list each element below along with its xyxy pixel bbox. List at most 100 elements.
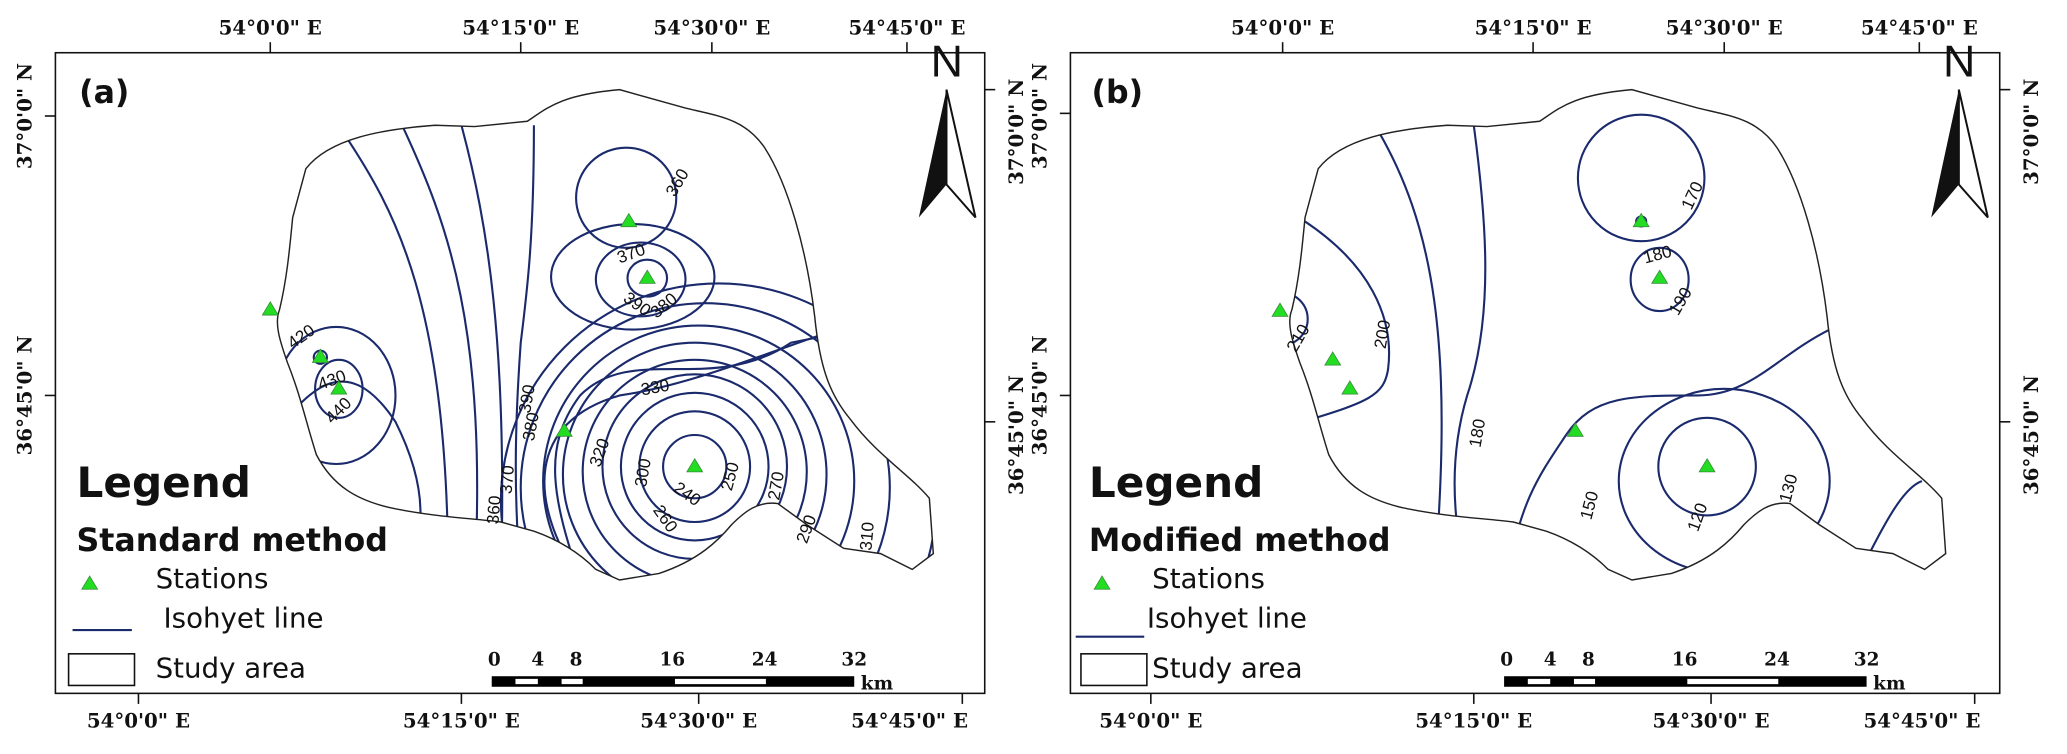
lat-label: 37°0'0" N [2019, 79, 2043, 185]
north-arrow: N [1931, 36, 1989, 219]
isohyet-label: 370 [614, 239, 648, 268]
label: 24 [1764, 650, 1790, 671]
station-marker [620, 212, 638, 228]
station-marker [1651, 269, 1669, 284]
station-marker [1271, 302, 1289, 317]
isohyet-label: 370 [496, 464, 518, 494]
north-arrow: N [918, 36, 977, 219]
isohyet-label: 240 [670, 477, 705, 510]
station-marker [1341, 380, 1359, 395]
north-label: N [931, 36, 963, 86]
legend-isohyet: Isohyet line [164, 601, 324, 634]
north-arrow-icon [918, 89, 947, 218]
label: 4 [1544, 650, 1557, 671]
legend: Legend Standard method Stations Isohyet … [67, 458, 388, 687]
lat-label: 37°0'0" N [1004, 79, 1028, 185]
isohyet-label: 210 [1282, 321, 1314, 356]
scale-bar: 0 4 8 16 24 32 km [488, 650, 894, 695]
label: km [861, 673, 894, 694]
lat-label: 36°45'0" N [13, 335, 37, 455]
station-marker [1566, 422, 1584, 437]
frame-ticks [44, 42, 996, 704]
stations [1271, 212, 1716, 473]
label: 0 [488, 650, 501, 671]
station-marker [638, 269, 656, 284]
isohyet-label: 320 [585, 436, 614, 470]
isohyet-label: 380 [518, 411, 543, 443]
panel-label: (b) [1092, 75, 1144, 111]
panel-a: 54°0'0" E 54°15'0" E 54°30'0" E 54°45'0"… [13, 15, 1028, 732]
legend-method: Standard method [77, 523, 388, 559]
legend-isohyet: Isohyet line [1147, 601, 1307, 634]
bottom-lon-label: 54°30'0" E [640, 709, 757, 733]
study-area-legend-icon [1080, 653, 1148, 687]
bottom-lon-label: 54°45'0" E [851, 709, 968, 733]
isohyet-label: 360 [482, 495, 504, 525]
isohyet-label: 360 [661, 165, 693, 200]
isohyet-label: 200 [1370, 318, 1395, 350]
bottom-lon-label: 54°15'0" E [1415, 709, 1532, 733]
bottom-lon-label: 54°15'0" E [403, 709, 520, 733]
bottom-lon-label: 54°0'0" E [87, 709, 190, 733]
label: 16 [1672, 650, 1698, 671]
frame-ticks [1059, 42, 2011, 704]
top-lon-label: 54°30'0" E [1666, 15, 1783, 39]
station-marker [686, 457, 704, 473]
station-marker [555, 422, 573, 437]
isohyet-label: 150 [1576, 489, 1603, 522]
isohyet-label: 260 [649, 501, 682, 536]
bottom-lon-label: 54°0'0" E [1099, 709, 1202, 733]
lat-label: 36°45'0" N [1028, 335, 1052, 455]
top-lon-label: 54°0'0" E [219, 15, 322, 39]
legend-study-area: Study area [1152, 652, 1302, 685]
station-marker [330, 380, 348, 395]
north-label: N [1943, 36, 1975, 86]
top-lon-label: 54°45'0" E [1861, 15, 1978, 39]
isohyet-label: 440 [321, 393, 355, 427]
north-arrow-icon [1931, 89, 1959, 218]
study-area-legend-icon [67, 653, 136, 687]
bottom-lon-label: 54°30'0" E [1653, 709, 1770, 733]
label: 32 [841, 650, 867, 671]
isohyet-label: 130 [1775, 472, 1802, 505]
station-marker [1632, 212, 1650, 228]
isohyet-label: 330 [639, 375, 671, 400]
label: 8 [1582, 650, 1595, 671]
lat-label: 36°45'0" N [1004, 375, 1028, 495]
legend-stations: Stations [1152, 562, 1265, 595]
isohyet-label: 270 [763, 470, 788, 502]
isohyet-label: 170 [1677, 178, 1707, 212]
isohyet-label: 250 [716, 460, 743, 493]
stations [261, 212, 704, 473]
study-area-boundary [1289, 88, 1947, 581]
label: km [1873, 673, 1906, 694]
label: 32 [1854, 650, 1880, 671]
isohyet-label: 120 [1683, 500, 1712, 534]
map-frame [1069, 51, 2001, 695]
top-lon-label: 54°30'0" E [653, 15, 770, 39]
isohyet-label: 190 [1664, 284, 1696, 319]
legend-title: Legend [1089, 458, 1263, 507]
station-marker [261, 301, 279, 316]
legend-study-area: Study area [156, 652, 306, 685]
isohyet-labels: 360 370 390 380 420 430 440 390 380 370 … [284, 165, 878, 551]
isohyet-label: 420 [284, 320, 319, 353]
station-legend-icon [81, 575, 99, 590]
map-frame [54, 51, 986, 695]
panel-b: 54°0'0" E 54°15'0" E 54°30'0" E 54°45'0"… [1028, 15, 2043, 732]
lat-label: 37°0'0" N [1028, 63, 1052, 169]
isohyet-label: 390 [514, 383, 539, 415]
legend: Legend Modified method Stations Isohyet … [1075, 458, 1390, 687]
label: 0 [1500, 650, 1513, 671]
isohyet-label: 300 [630, 457, 655, 489]
legend-stations: Stations [156, 562, 269, 595]
station-marker [311, 348, 329, 363]
top-lon-label: 54°15'0" E [462, 15, 579, 39]
panel-label: (a) [79, 75, 129, 111]
lat-label: 36°45'0" N [2019, 375, 2043, 495]
legend-title: Legend [77, 458, 251, 507]
lat-label: 37°0'0" N [13, 63, 37, 169]
top-lon-label: 54°0'0" E [1231, 15, 1334, 39]
station-marker [1698, 457, 1716, 473]
